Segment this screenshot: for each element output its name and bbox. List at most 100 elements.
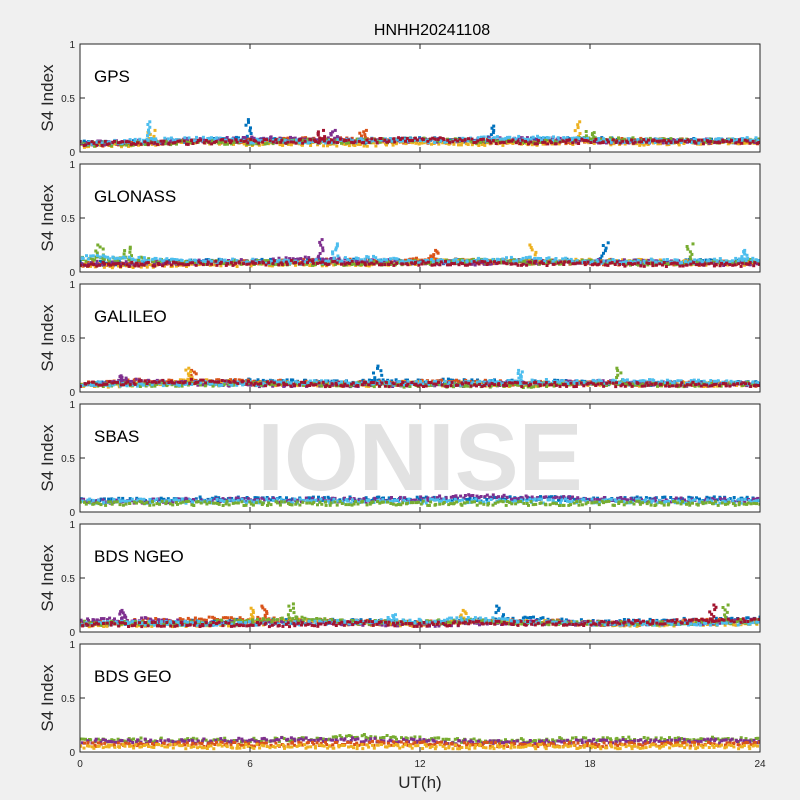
data-point	[428, 262, 432, 266]
data-point	[185, 142, 188, 146]
data-point	[431, 258, 435, 262]
data-point	[370, 137, 374, 141]
data-point	[423, 259, 427, 262]
data-point	[411, 139, 414, 142]
data-point	[408, 263, 412, 267]
data-point	[210, 259, 214, 263]
data-point	[667, 141, 671, 145]
data-point	[130, 260, 134, 264]
data-point	[140, 262, 143, 266]
data-point	[559, 260, 563, 264]
data-point	[134, 377, 138, 381]
data-point	[541, 140, 545, 144]
data-point	[454, 257, 458, 261]
data-point	[271, 138, 275, 142]
data-point	[508, 259, 512, 263]
data-point	[102, 265, 106, 269]
data-point	[541, 259, 545, 262]
data-point	[678, 261, 682, 265]
data-point	[586, 139, 590, 143]
data-point-peak	[147, 128, 150, 132]
data-point	[263, 259, 267, 263]
data-point-peak	[492, 128, 496, 132]
data-point	[107, 140, 111, 144]
data-point	[431, 136, 435, 140]
data-point	[286, 259, 290, 263]
data-point	[498, 141, 502, 145]
data-point	[506, 135, 509, 139]
data-point	[466, 143, 470, 146]
data-point	[173, 141, 177, 145]
data-point	[597, 262, 601, 266]
data-point	[525, 136, 529, 140]
data-point	[642, 143, 646, 147]
axes-background	[80, 284, 760, 392]
data-point	[234, 138, 238, 142]
data-point	[598, 383, 602, 387]
y-tick-label: 1	[69, 40, 75, 51]
data-point	[472, 141, 476, 144]
data-point	[291, 378, 295, 382]
data-point	[673, 258, 677, 262]
data-point	[403, 137, 407, 141]
data-point	[438, 136, 442, 140]
data-point	[736, 259, 740, 263]
data-point-peak	[190, 376, 194, 379]
data-point	[351, 143, 355, 147]
data-point	[109, 260, 113, 264]
data-point	[756, 259, 760, 263]
data-point	[413, 136, 417, 140]
data-point	[457, 263, 461, 267]
data-point	[467, 137, 470, 141]
data-point	[367, 140, 371, 144]
data-point	[499, 261, 503, 265]
data-point	[619, 261, 623, 265]
data-point	[605, 138, 609, 142]
data-point	[676, 140, 680, 144]
data-point	[139, 255, 143, 259]
data-point	[476, 139, 480, 143]
data-point	[440, 378, 444, 382]
data-point	[721, 138, 725, 142]
data-point	[571, 141, 575, 145]
data-point	[687, 261, 691, 265]
data-point	[239, 139, 243, 143]
data-point	[649, 261, 653, 265]
data-point	[375, 140, 379, 144]
data-point	[378, 263, 381, 267]
data-point	[283, 258, 287, 262]
data-point	[333, 136, 337, 140]
data-point	[135, 261, 139, 265]
data-point	[165, 257, 169, 261]
data-point	[618, 263, 622, 266]
data-point	[262, 138, 266, 142]
data-point	[645, 142, 649, 146]
data-point	[491, 139, 495, 143]
data-point	[171, 138, 175, 142]
data-point	[630, 138, 634, 142]
data-point	[551, 260, 555, 263]
data-point	[720, 260, 724, 264]
data-point	[629, 262, 633, 265]
data-point	[234, 135, 238, 139]
data-point	[316, 141, 320, 145]
data-point	[82, 144, 86, 147]
data-point	[426, 139, 430, 143]
data-point	[80, 263, 83, 267]
data-point	[220, 140, 224, 144]
data-point	[724, 259, 728, 263]
data-point	[554, 257, 558, 260]
data-point	[94, 262, 97, 266]
data-point	[501, 257, 505, 261]
data-point	[677, 143, 681, 147]
data-point	[417, 263, 421, 267]
data-point	[250, 135, 254, 139]
data-point	[204, 378, 208, 382]
data-point	[292, 138, 296, 142]
data-point	[107, 142, 111, 146]
data-point	[374, 144, 378, 148]
data-point-peak	[373, 376, 377, 380]
data-point	[100, 262, 104, 266]
data-point	[622, 137, 626, 141]
data-point	[367, 262, 371, 266]
